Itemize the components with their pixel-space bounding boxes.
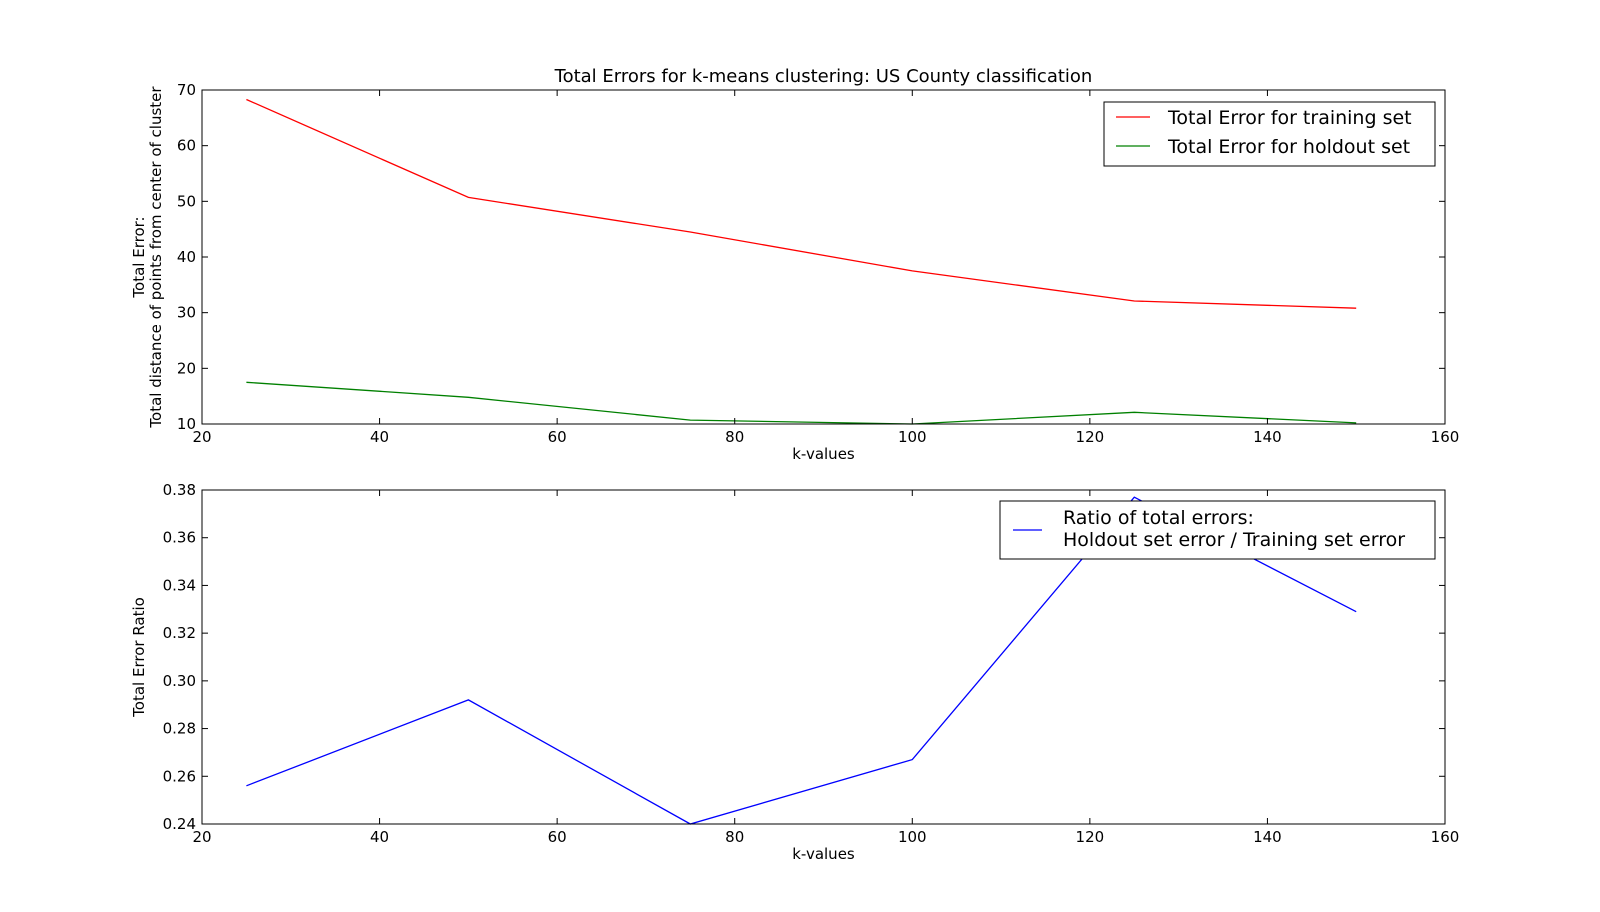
x-tick-label: 20 [192,828,211,846]
x-tick-label: 100 [898,828,927,846]
y-tick-label: 60 [177,137,196,155]
y-tick-label: 20 [177,359,196,377]
y-tick-label: 40 [177,248,196,266]
x-tick-label: 160 [1431,828,1460,846]
legend-label: Holdout set error / Training set error [1063,529,1405,551]
x-tick-label: 120 [1076,428,1105,446]
x-axis-label: k-values [792,845,855,863]
y-tick-label: 30 [177,304,196,322]
y-tick-label: 10 [177,415,196,433]
y-axis-label: Total distance of points from center of … [147,86,165,429]
x-tick-label: 60 [548,428,567,446]
y-tick-label: 0.30 [163,672,196,690]
x-axis-label: k-values [792,445,855,463]
legend-box-1 [999,500,1436,560]
series-line-0-1 [246,381,1357,425]
y-tick-label: 0.26 [163,767,196,785]
y-axis-label: Total Error: [130,216,148,298]
y-tick-label: 0.32 [163,624,196,642]
x-tick-label: 100 [898,428,927,446]
y-tick-label: 70 [177,81,196,99]
x-tick-label: 60 [548,828,567,846]
legend-label: Total Error for training set [1167,107,1412,129]
legend-label: Total Error for holdout set [1167,136,1410,158]
legend-label: Ratio of total errors: [1063,507,1254,529]
y-tick-label: 0.34 [163,576,196,594]
x-tick-label: 40 [370,428,389,446]
x-tick-label: 20 [192,428,211,446]
y-tick-label: 0.28 [163,720,196,738]
y-tick-label: 50 [177,192,196,210]
x-tick-label: 160 [1431,428,1460,446]
x-tick-label: 80 [725,828,744,846]
y-tick-label: 0.38 [163,481,196,499]
y-tick-label: 0.36 [163,529,196,547]
x-tick-label: 140 [1253,828,1282,846]
chart-title: Total Errors for k-means clustering: US … [554,66,1093,87]
y-axis-label: Total Error Ratio [130,597,148,718]
x-tick-label: 80 [725,428,744,446]
x-tick-label: 140 [1253,428,1282,446]
x-tick-label: 40 [370,828,389,846]
axes-frame-1 [201,489,1446,825]
series-line-0-0 [246,98,1357,309]
y-tick-label: 0.24 [163,815,196,833]
legend-box-0 [1103,101,1436,167]
x-tick-label: 120 [1076,828,1105,846]
